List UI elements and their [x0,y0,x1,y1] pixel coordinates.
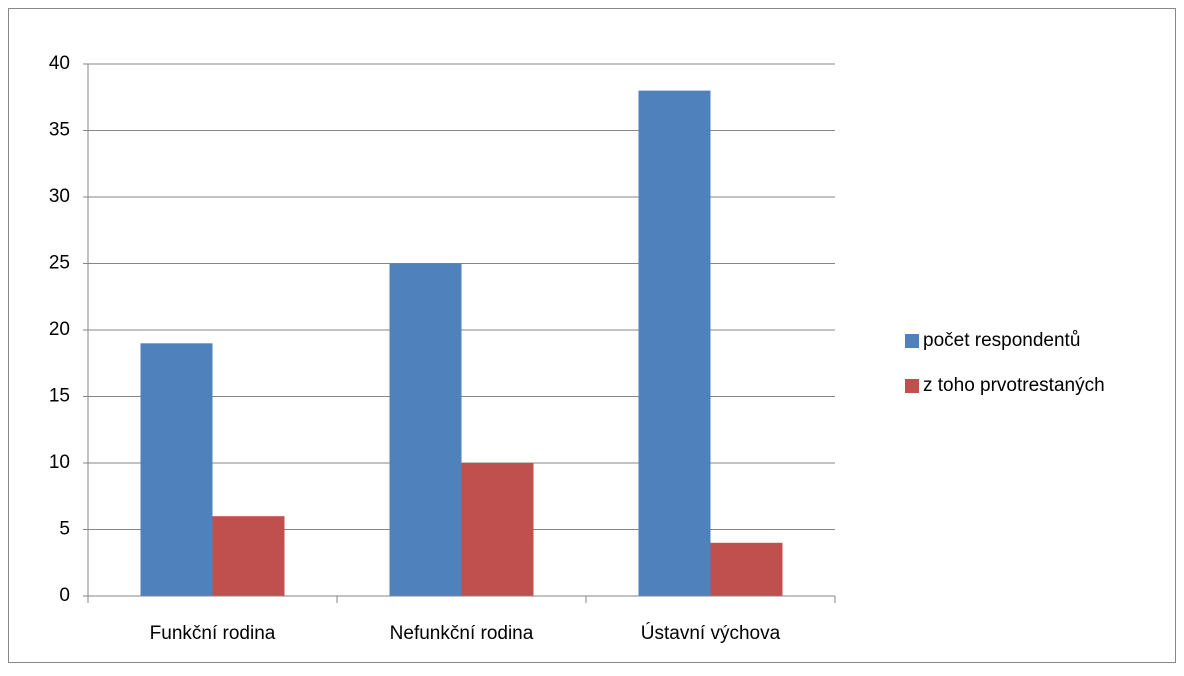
legend-label: z toho prvotrestaných [923,375,1105,396]
bar [461,463,534,596]
y-tick-label: 25 [49,253,70,274]
x-tick-label: Nefunkční rodina [390,623,534,644]
y-tick-label: 40 [49,53,70,74]
bar [140,343,213,596]
y-tick-label: 5 [59,519,70,540]
bar [638,90,711,596]
x-tick-label: Ústavní výchova [641,622,781,644]
legend-swatch [905,334,919,348]
legend-swatch [905,379,919,393]
y-tick-label: 10 [49,452,70,473]
y-tick-label: 0 [59,585,70,606]
y-tick-label: 20 [49,319,70,340]
x-tick-label: Funkční rodina [150,623,276,644]
bar [212,516,285,596]
y-tick-label: 30 [49,186,70,207]
legend-label: počet respondentů [923,330,1080,351]
y-tick-label: 35 [49,120,70,141]
y-tick-label: 15 [49,386,70,407]
bar [710,542,783,596]
bar [389,263,462,596]
